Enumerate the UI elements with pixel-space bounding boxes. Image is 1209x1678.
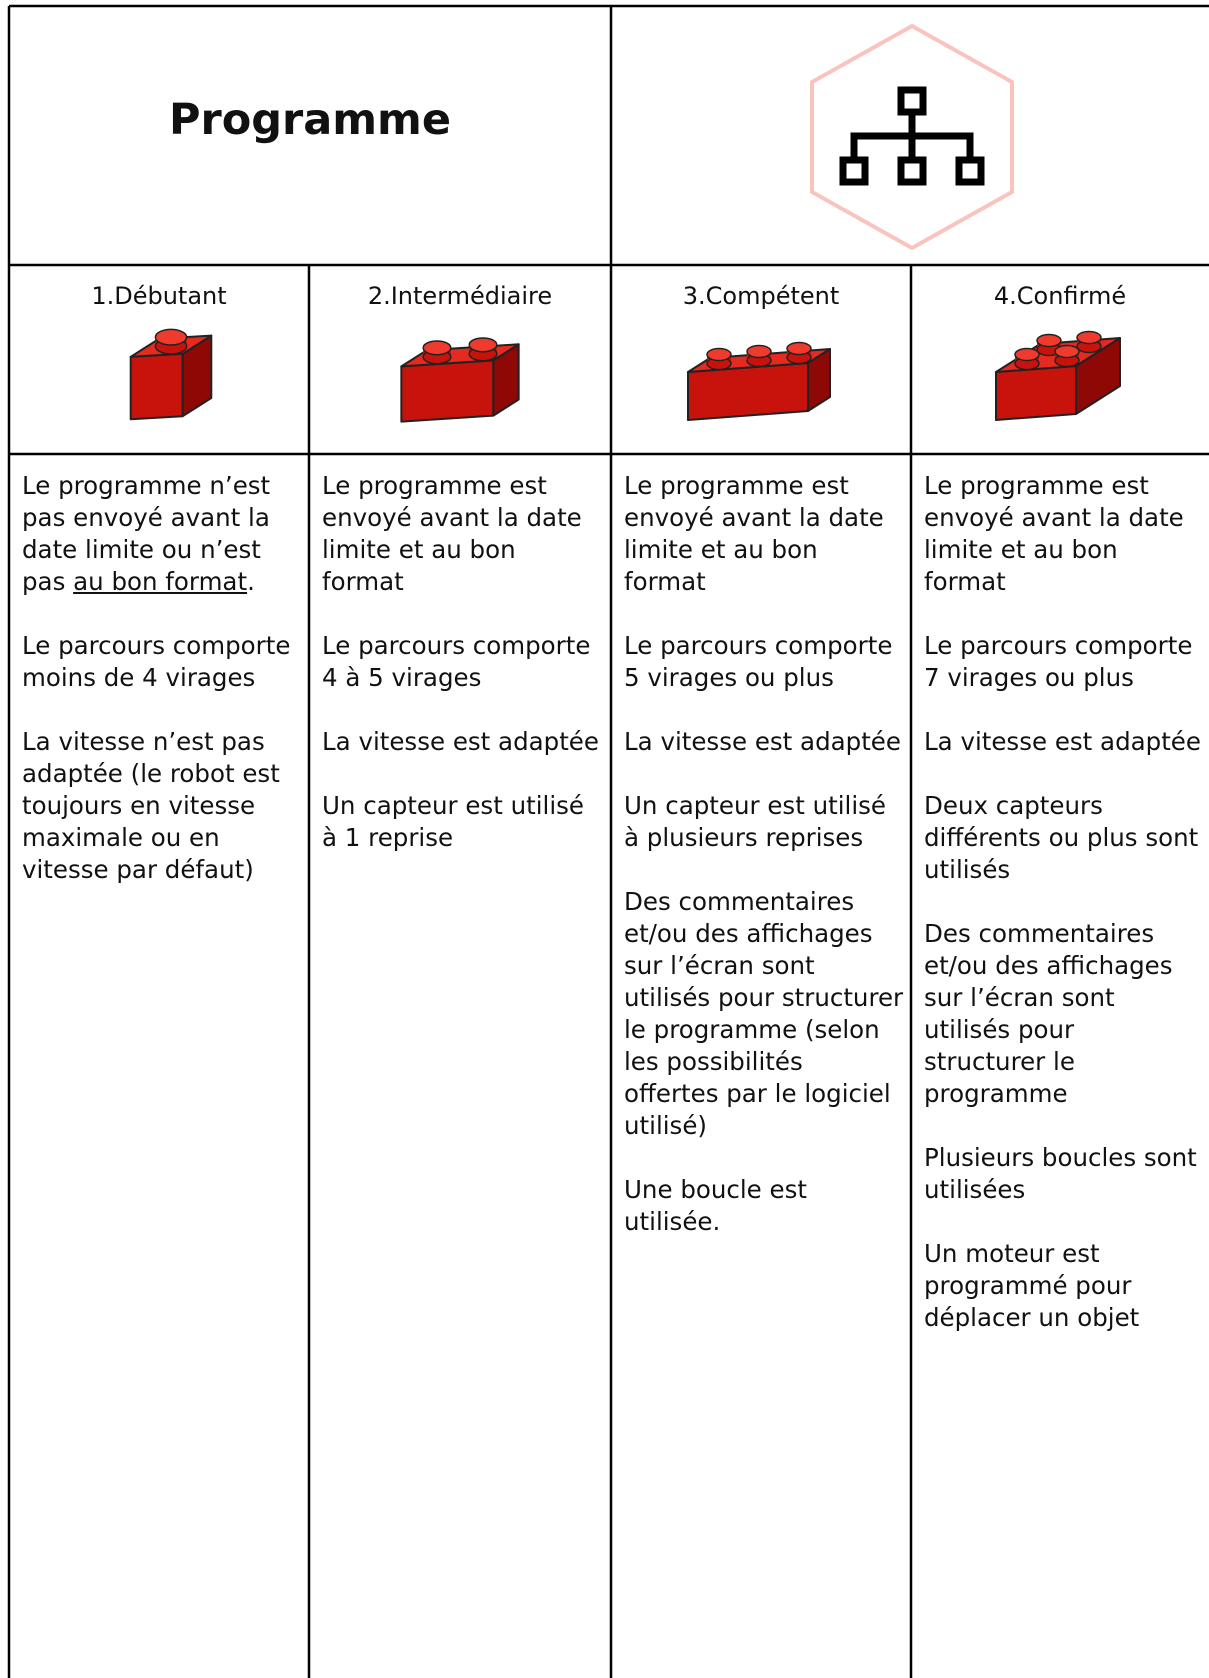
underlined-text: au bon format xyxy=(73,567,248,596)
criterion: Un capteur est utilisé à 1 reprise xyxy=(322,791,584,852)
criteria-cell: Le programme n’est pas envoyé avant la d… xyxy=(22,470,302,918)
page-title: Programme xyxy=(168,95,452,145)
brick-part xyxy=(129,352,184,421)
criterion: Le programme n’est pas envoyé avant la d… xyxy=(22,470,302,598)
criterion: Des commentaires et/ou des affichages su… xyxy=(624,887,904,1140)
criterion: Le parcours comporte 4 à 5 virages xyxy=(322,631,591,692)
criterion: Le parcours comporte moins de 4 virages xyxy=(22,631,291,692)
brick-part xyxy=(995,365,1077,421)
criterion: La vitesse est adaptée xyxy=(322,727,599,756)
criterion: La vitesse n’est pas adaptée (le robot e… xyxy=(22,727,280,884)
criteria-cell: Le programme est envoyé avant la date li… xyxy=(924,470,1202,1366)
brick-part xyxy=(1054,344,1080,359)
brick-part xyxy=(400,359,495,423)
brick-part xyxy=(154,328,188,346)
brick-part xyxy=(422,340,452,356)
brick-part xyxy=(706,347,732,362)
criterion: La vitesse est adaptée xyxy=(924,727,1201,756)
criterion: Le programme est envoyé avant la date li… xyxy=(322,471,582,596)
criterion: Des commentaires et/ou des affichages su… xyxy=(924,919,1173,1108)
criterion: Une boucle est utilisée. xyxy=(624,1175,807,1236)
criterion: Plusieurs boucles sont utilisées xyxy=(924,1143,1197,1204)
criterion: La vitesse est adaptée xyxy=(624,727,901,756)
program-icon xyxy=(810,23,1014,251)
criterion: Le programme est envoyé avant la date li… xyxy=(924,471,1184,596)
criterion: Deux capteurs différents ou plus sont ut… xyxy=(924,791,1199,884)
level-label: 3.Compétent xyxy=(682,282,840,310)
criterion: Un capteur est utilisé à plusieurs repri… xyxy=(624,791,886,852)
brick-part xyxy=(468,337,498,353)
criterion: Le parcours comporte 7 virages ou plus xyxy=(924,631,1193,692)
brick-part xyxy=(1076,330,1102,345)
criterion: Un moteur est programmé pour déplacer un… xyxy=(924,1239,1140,1332)
level-label: 2.Intermédiaire xyxy=(367,282,553,310)
brick-icons xyxy=(129,328,1121,423)
level-label: 1.Débutant xyxy=(91,282,227,310)
criteria-cell: Le programme est envoyé avant la date li… xyxy=(624,470,904,1270)
level-label: 4.Confirmé xyxy=(993,282,1127,310)
brick-part xyxy=(746,344,772,359)
brick-part xyxy=(1014,347,1040,362)
text-segment: . xyxy=(247,567,255,596)
grid-lines xyxy=(7,4,1209,1678)
brick-part xyxy=(1036,333,1062,348)
criterion: Le programme est envoyé avant la date li… xyxy=(624,471,884,596)
criterion: Le parcours comporte 5 virages ou plus xyxy=(624,631,893,692)
brick-part xyxy=(786,341,812,356)
text-segment: Le programme n’est pas envoyé avant la d… xyxy=(22,471,271,596)
criteria-cell: Le programme est envoyé avant la date li… xyxy=(322,470,604,886)
